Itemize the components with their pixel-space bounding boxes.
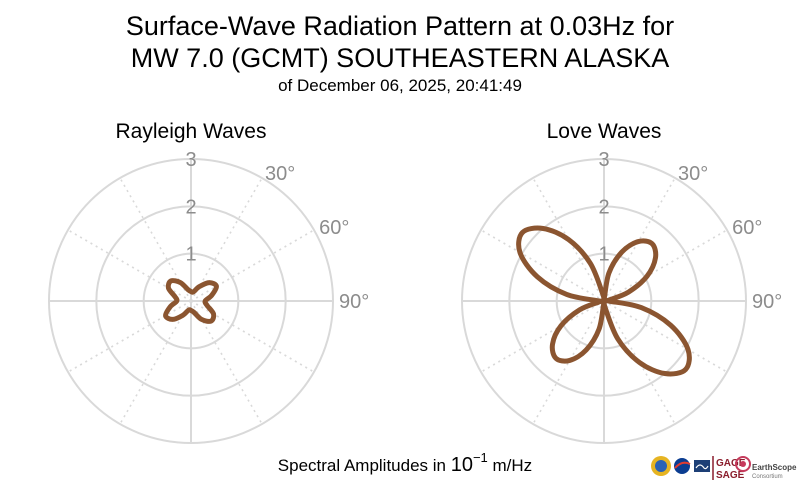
rayleigh-angle-tick-label: 30° (265, 163, 295, 185)
rayleigh-pattern-line (163, 278, 219, 324)
love-panel-title: Love Waves (547, 120, 662, 143)
earthscope-logo-subtext: Consortium (752, 474, 783, 480)
love-radial-tick-label: 1 (598, 244, 609, 266)
amplitude-label-base: 10 (451, 454, 473, 476)
chart-subtitle: of December 06, 2025, 20:41:49 (278, 76, 522, 95)
rayleigh-grid-spoke (67, 300, 192, 373)
love-grid-ring (508, 205, 700, 397)
love-pattern-line (516, 225, 692, 377)
usgs-logo (694, 460, 710, 472)
rayleigh-panel-title: Rayleigh Waves (116, 120, 267, 143)
love-grid-ring (555, 252, 653, 350)
earthscope-logo-text: EarthScope (752, 463, 797, 472)
rayleigh-angle-tick-label: 90° (339, 291, 369, 313)
earthscope-logo: EarthScope Consortium (735, 456, 797, 480)
rayleigh-panel: Rayleigh Waves 1 2 3 30° 60° 90° (48, 120, 369, 444)
rayleigh-radial-tick-label: 3 (185, 149, 196, 171)
love-angle-tick-label: 60° (732, 217, 762, 239)
nasa-logo (674, 458, 691, 474)
rayleigh-angle-tick-label: 60° (319, 217, 349, 239)
rayleigh-grid-ring (142, 252, 240, 350)
nsf-logo (651, 456, 671, 476)
rayleigh-grid-spoke (190, 229, 315, 302)
rayleigh-radial-tick-label: 1 (185, 244, 196, 266)
amplitude-label-unit: m/Hz (488, 456, 532, 475)
gage-logo: GAGE (716, 458, 746, 469)
love-grid-spoke (480, 229, 605, 302)
sage-logo: SAGE (716, 470, 745, 481)
chart-title-line2: MW 7.0 (GCMT) SOUTHEASTERN ALASKA (131, 43, 670, 73)
chart-title-line1: Surface-Wave Radiation Pattern at 0.03Hz… (126, 11, 674, 41)
love-grid-ring (461, 158, 747, 444)
love-grid-spoke (603, 229, 728, 302)
amplitude-label-exponent: −1 (473, 450, 488, 465)
amplitude-label-prefix: Spectral Amplitudes in (278, 456, 451, 475)
love-angle-tick-label: 30° (678, 163, 708, 185)
love-grid-spoke (603, 300, 728, 373)
amplitude-units-label: Spectral Amplitudes in 10−1 m/Hz (278, 450, 532, 476)
love-tick-labels: 1 2 3 30° 60° 90° (598, 149, 782, 313)
sponsor-logos: GAGE SAGE EarthScope Consortium (651, 456, 797, 481)
love-radial-tick-label: 2 (598, 196, 609, 218)
rayleigh-tick-labels: 1 2 3 30° 60° 90° (185, 149, 369, 313)
love-panel: Love Waves 1 2 3 30° 60° 90° (461, 120, 782, 444)
rayleigh-polar-grid (48, 158, 334, 444)
rayleigh-grid-ring (95, 205, 287, 397)
rayleigh-radial-tick-label: 2 (185, 196, 196, 218)
love-angle-tick-label: 90° (752, 291, 782, 313)
love-radial-tick-label: 3 (598, 149, 609, 171)
rayleigh-grid-ring (48, 158, 334, 444)
love-grid-spoke (480, 300, 605, 373)
